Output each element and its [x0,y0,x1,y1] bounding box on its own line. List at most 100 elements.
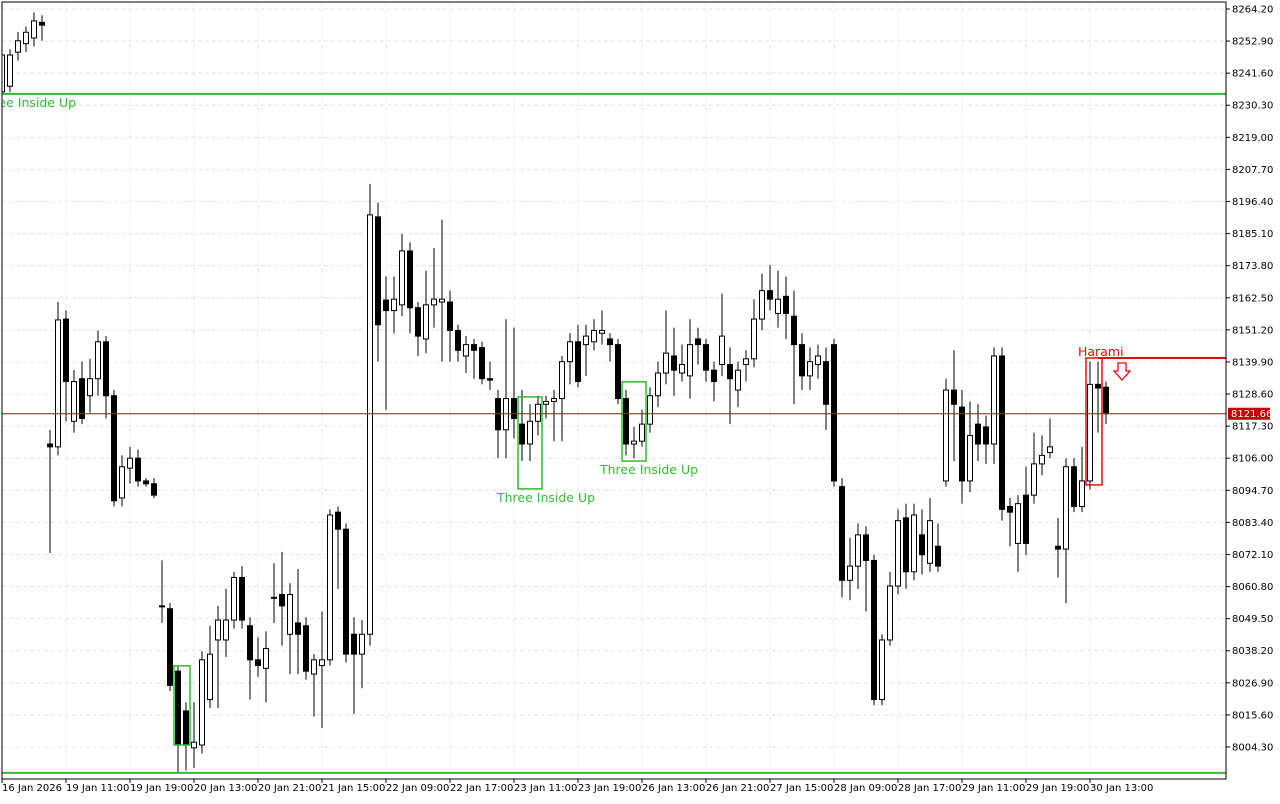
x-tick-label: 22 Jan 17:00 [450,783,513,794]
x-tick-label: 21 Jan 15:00 [322,783,385,794]
y-tick-label: 8106.00 [1232,454,1273,465]
candle-body [615,344,621,400]
candle-body [863,534,869,561]
pattern-label: Three Inside Up [599,462,698,477]
y-tick-label: 8219.00 [1232,133,1273,144]
candle-body [191,741,197,749]
candle-body [351,633,357,655]
y-tick-label: 8252.90 [1232,37,1273,48]
x-tick-label: 20 Jan 13:00 [194,783,257,794]
axes: 8264.20 8252.90 8241.60 8230.30 8219.00 8207.… [1,4,1273,794]
candle-body [1015,503,1021,544]
candle-body [7,54,13,87]
candle-body [367,214,373,635]
last-price-label: 8121.66 [1231,409,1272,420]
candle-body [551,398,557,402]
candle-body [415,307,421,337]
x-tick-label: 23 Jan 11:00 [514,783,577,794]
candle-body [871,559,877,701]
candle-body [63,318,69,383]
candle-body [439,298,445,303]
candle-body [327,514,333,661]
candle-body [983,426,989,445]
candle-body [847,565,853,581]
y-tick-label: 8026.90 [1232,678,1273,689]
candle-body [391,298,397,312]
candle-body [575,341,581,383]
candle-body [559,361,565,400]
candle-body [751,318,757,360]
candle-body [631,440,637,445]
x-tick-label: 23 Jan 19:00 [578,783,641,794]
pattern-box [1085,357,1103,486]
candle-body [671,355,677,371]
candle-body [695,338,701,346]
x-tick-label: 29 Jan 19:00 [1026,783,1089,794]
candle-body [159,605,165,608]
plot-area: Three Inside Up Three Inside Up Three In… [0,12,1226,774]
pattern-label: Three Inside Up [496,490,595,505]
candle-body [791,315,797,346]
candle-body [87,378,93,397]
y-tick-label: 8264.20 [1232,4,1273,15]
candle-body [959,406,965,482]
pattern-label: Three Inside Up [0,95,76,110]
pattern-box [173,665,191,746]
y-tick-label: 8207.70 [1232,165,1273,176]
candle-body [679,364,685,374]
candle-body [895,520,901,587]
candle-body [399,250,405,306]
candle-body [455,329,461,351]
last-price-tag [1228,407,1270,420]
candle-body [1063,466,1069,550]
y-tick-label: 8049.50 [1232,614,1273,625]
candle-body [599,329,605,334]
candle-body [175,670,181,746]
y-tick-label: 8230.30 [1232,101,1273,112]
candle-body [663,352,669,374]
x-tick-label: 28 Jan 09:00 [834,783,897,794]
y-tick-label: 8083.40 [1232,518,1273,529]
y-tick-label: 8196.40 [1232,197,1273,208]
candle-body [1007,505,1013,513]
x-tick-label: 19 Jan 19:00 [130,783,193,794]
y-tick-label: 8173.80 [1232,261,1273,272]
y-tick-label: 8015.60 [1232,710,1273,721]
candle-body [23,31,29,45]
candle-body [855,534,861,567]
candle-body [183,710,189,746]
candle-body [143,480,149,485]
candle-body [231,576,237,621]
candle-body [463,344,469,357]
candle-body [431,298,437,306]
candle-body [799,344,805,377]
candle-body [839,486,845,581]
candle-body [807,361,813,377]
candle-body [135,457,141,482]
x-tick-label: 19 Jan 11:00 [66,783,129,794]
candle-body [607,338,613,346]
candle-body [247,625,253,661]
candle-body [359,633,365,655]
candle-body [935,545,941,567]
x-tick-label: 20 Jan 21:00 [258,783,321,794]
candle-body [343,528,349,655]
candle-body [295,622,301,635]
candle-body [1103,386,1109,415]
candle-body [735,369,741,391]
sell-arrow [1112,362,1132,381]
candle-body [727,364,733,380]
candle-body [31,20,37,39]
candle-body [743,358,749,366]
candle-body [1055,545,1061,550]
candle-body [711,369,717,383]
candle-body [927,520,933,564]
y-tick-label: 8185.10 [1232,229,1273,240]
candle-body [311,659,317,675]
candle-body [319,659,325,667]
candle-body [815,355,821,366]
candle-body [911,514,917,573]
x-tick-label: 28 Jan 17:00 [898,783,961,794]
candle-body [71,381,77,422]
candle-body [999,355,1005,510]
